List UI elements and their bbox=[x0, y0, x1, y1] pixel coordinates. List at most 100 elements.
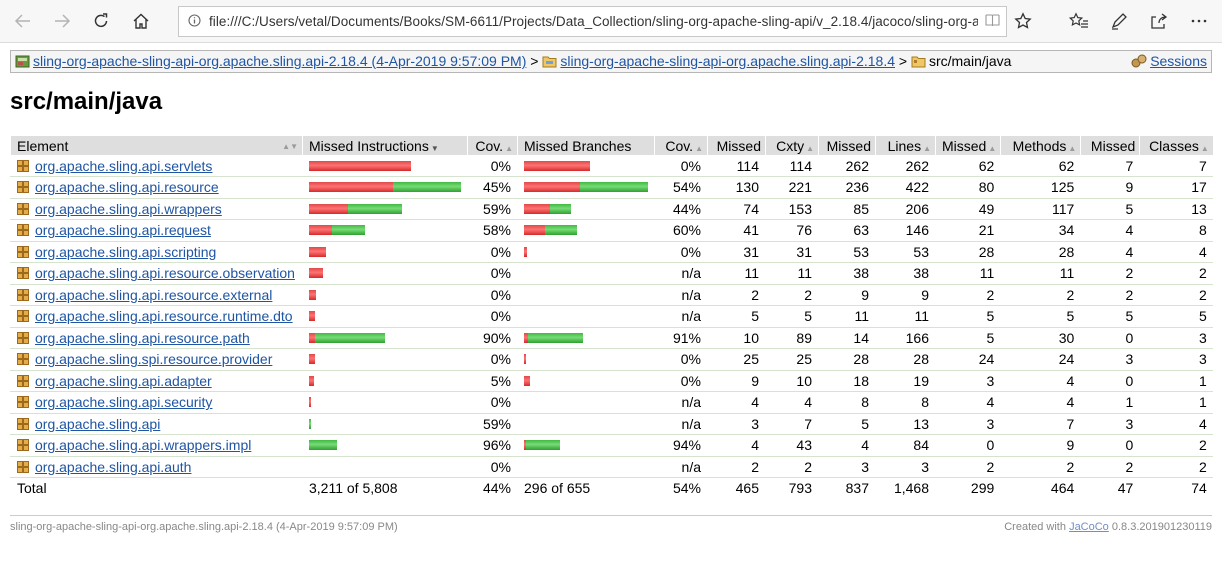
package-link[interactable]: org.apache.sling.api.resource.runtime.dt… bbox=[35, 308, 293, 325]
more-icon[interactable] bbox=[1184, 6, 1214, 36]
methods-missed: 4 bbox=[934, 391, 1001, 414]
branches-missed-segment bbox=[524, 160, 590, 171]
classes: 2 bbox=[1139, 434, 1213, 457]
package-link[interactable]: org.apache.sling.api.resource.external bbox=[35, 286, 273, 303]
lines-missed: 38 bbox=[818, 262, 876, 285]
home-icon[interactable] bbox=[126, 6, 156, 36]
info-icon[interactable] bbox=[179, 13, 209, 30]
branches-bar-cell bbox=[517, 348, 655, 371]
package-link[interactable]: org.apache.sling.api.security bbox=[35, 394, 213, 411]
methods: 7 bbox=[1000, 413, 1081, 435]
instructions-bar-cell bbox=[302, 305, 468, 328]
table-row: org.apache.sling.api.security 0% n/a 4 4 8 8 4 4… bbox=[10, 391, 1213, 414]
lines-missed: 4 bbox=[818, 434, 876, 457]
branches-bar bbox=[524, 225, 648, 236]
reading-view-icon[interactable] bbox=[978, 13, 1006, 31]
header-classes[interactable]: Classes ▲ bbox=[1139, 136, 1213, 155]
package-icon bbox=[17, 417, 29, 430]
instructions-bar-cell bbox=[302, 434, 468, 457]
branch-coverage: 60% bbox=[654, 219, 708, 242]
package-link[interactable]: org.apache.sling.api bbox=[35, 415, 161, 432]
classes-missed: 2 bbox=[1080, 456, 1140, 478]
address-bar[interactable]: file:///C:/Users/vetal/Documents/Books/S… bbox=[178, 6, 1007, 37]
lines-missed: 53 bbox=[818, 241, 876, 263]
url-text[interactable]: file:///C:/Users/vetal/Documents/Books/S… bbox=[209, 14, 978, 29]
bundle-folder-icon bbox=[542, 53, 557, 74]
package-link[interactable]: org.apache.sling.spi.resource.provider bbox=[35, 351, 273, 368]
methods: 28 bbox=[1000, 241, 1081, 263]
table-row: org.apache.sling.api.resource.runtime.dt… bbox=[10, 305, 1213, 328]
instructions-missed-segment bbox=[309, 182, 393, 193]
breadcrumb-current: src/main/java bbox=[928, 53, 1012, 69]
instructions-covered-segment bbox=[348, 203, 402, 214]
branches-bar bbox=[524, 332, 648, 343]
jacoco-link[interactable]: JaCoCo bbox=[1069, 521, 1109, 533]
branches-bar bbox=[524, 397, 648, 407]
instructions-bar bbox=[309, 375, 461, 386]
branch-coverage: n/a bbox=[654, 262, 708, 285]
cxty-missed: 31 bbox=[707, 241, 766, 263]
back-arrow-icon[interactable] bbox=[8, 6, 38, 36]
header-element[interactable]: Element ▲▼ bbox=[10, 136, 303, 155]
refresh-icon[interactable] bbox=[86, 6, 116, 36]
favorites-list-icon[interactable] bbox=[1064, 6, 1094, 36]
cxty-missed: 5 bbox=[707, 305, 766, 328]
lines: 53 bbox=[875, 241, 936, 263]
table-total-row: Total 3,211 of 5,808 44% 296 of 655 54% … bbox=[10, 477, 1213, 499]
breadcrumb-session-link[interactable]: sling-org-apache-sling-api-org.apache.sl… bbox=[33, 53, 527, 69]
package-link[interactable]: org.apache.sling.api.wrappers.impl bbox=[35, 437, 252, 454]
cxty-missed: 2 bbox=[707, 284, 766, 306]
header-missed-instructions[interactable]: Missed Instructions ▼ bbox=[302, 136, 468, 155]
header-lines-missed[interactable]: Missed bbox=[818, 136, 876, 155]
header-missed-branches[interactable]: Missed Branches bbox=[517, 136, 655, 155]
forward-arrow-icon[interactable] bbox=[47, 6, 77, 36]
header-branch-cov[interactable]: Cov. ▲ bbox=[654, 136, 708, 155]
branch-coverage: 0% bbox=[654, 241, 708, 263]
breadcrumb-bundle-link[interactable]: sling-org-apache-sling-api-org.apache.sl… bbox=[560, 53, 895, 69]
methods-missed: 11 bbox=[934, 262, 1001, 285]
branches-bar bbox=[524, 268, 648, 278]
classes-missed: 0 bbox=[1080, 327, 1140, 349]
header-label: Missed bbox=[1090, 137, 1136, 154]
table-body: org.apache.sling.api.servlets 0% 0% 114 114 2… bbox=[10, 155, 1213, 478]
instructions-bar-cell bbox=[302, 284, 468, 306]
sessions-link[interactable]: Sessions bbox=[1150, 53, 1207, 69]
header-methods[interactable]: Methods ▲ bbox=[1000, 136, 1081, 155]
package-link[interactable]: org.apache.sling.api.resource bbox=[35, 179, 219, 196]
header-cxty[interactable]: Cxty ▲ bbox=[765, 136, 819, 155]
package-link[interactable]: org.apache.sling.api.servlets bbox=[35, 157, 213, 174]
header-lines[interactable]: Lines ▲ bbox=[875, 136, 936, 155]
header-instr-cov[interactable]: Cov. ▲ bbox=[467, 136, 518, 155]
cxty-missed: 2 bbox=[707, 456, 766, 478]
branch-coverage: n/a bbox=[654, 413, 708, 435]
lines: 9 bbox=[875, 284, 936, 306]
branches-bar-cell bbox=[517, 327, 655, 349]
package-cell: org.apache.sling.api.resource.runtime.dt… bbox=[10, 305, 303, 328]
header-classes-missed[interactable]: Missed bbox=[1080, 136, 1140, 155]
package-link[interactable]: org.apache.sling.api.resource.observatio… bbox=[35, 265, 295, 282]
pen-icon[interactable] bbox=[1104, 6, 1134, 36]
methods-missed: 5 bbox=[934, 305, 1001, 328]
package-link[interactable]: org.apache.sling.api.scripting bbox=[35, 243, 217, 260]
star-icon[interactable] bbox=[1008, 6, 1038, 36]
classes: 2 bbox=[1139, 262, 1213, 285]
package-link[interactable]: org.apache.sling.api.request bbox=[35, 222, 211, 239]
package-link[interactable]: org.apache.sling.api.resource.path bbox=[35, 329, 250, 346]
instructions-bar bbox=[309, 440, 461, 451]
cxty: 25 bbox=[765, 348, 819, 371]
header-cxty-missed[interactable]: Missed bbox=[707, 136, 766, 155]
instructions-bar-cell bbox=[302, 327, 468, 349]
share-icon[interactable] bbox=[1144, 6, 1174, 36]
package-link[interactable]: org.apache.sling.api.auth bbox=[35, 458, 192, 475]
branches-bar-cell bbox=[517, 413, 655, 435]
instructions-missed-segment bbox=[309, 397, 311, 408]
methods: 30 bbox=[1000, 327, 1081, 349]
header-methods-missed[interactable]: Missed ▲ bbox=[934, 136, 1001, 155]
instr-coverage: 0% bbox=[467, 262, 518, 285]
package-link[interactable]: org.apache.sling.api.wrappers bbox=[35, 200, 222, 217]
table-row: org.apache.sling.api.scripting 0% 0% 31 31 53… bbox=[10, 241, 1213, 263]
instr-coverage: 0% bbox=[467, 155, 518, 177]
package-link[interactable]: org.apache.sling.api.adapter bbox=[35, 372, 212, 389]
package-icon bbox=[17, 288, 29, 301]
instructions-covered-segment bbox=[309, 418, 311, 429]
